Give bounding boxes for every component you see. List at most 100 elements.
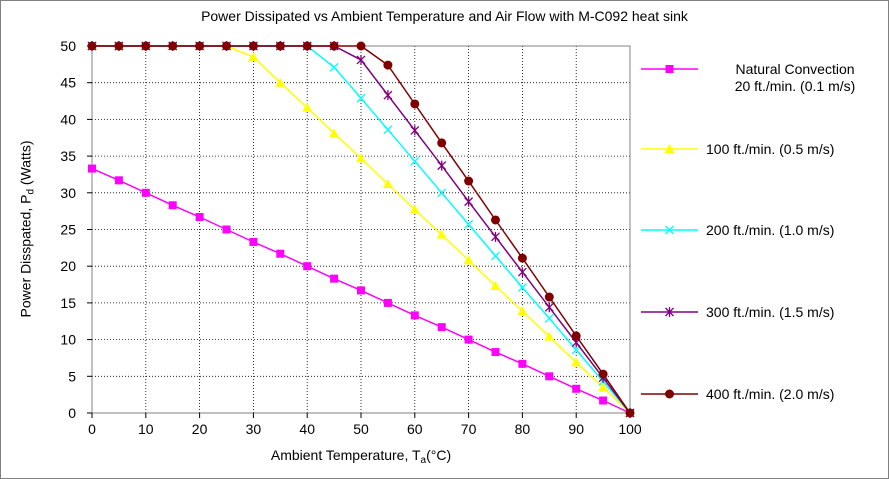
data-point — [329, 128, 340, 138]
data-point — [410, 99, 420, 109]
data-point — [356, 54, 366, 65]
legend-marker — [665, 225, 674, 235]
chart-title: Power Dissipated vs Ambient Temperature … — [201, 8, 688, 24]
data-point — [491, 348, 500, 357]
y-tick-label: 30 — [60, 185, 76, 201]
data-point — [383, 60, 393, 70]
x-tick-label: 40 — [299, 421, 315, 437]
data-point — [517, 253, 527, 263]
data-point — [544, 313, 554, 323]
legend-label: 200 ft./min. (1.0 m/s) — [706, 222, 834, 238]
data-point — [598, 369, 608, 379]
data-point — [356, 93, 366, 103]
legend-marker — [665, 389, 674, 399]
data-point — [464, 335, 473, 344]
legend-marker — [665, 65, 674, 73]
data-point — [545, 372, 554, 381]
data-point — [276, 249, 285, 258]
series-1 — [88, 164, 634, 417]
data-point — [222, 41, 231, 51]
data-point — [437, 323, 446, 332]
legend-label: Natural Convection — [735, 61, 854, 77]
plot-area: 0 10 20 30 40 50 60 70 80 90 100 0 5 10 15 20 25 30 35 40 45… — [60, 38, 641, 437]
data-point — [329, 62, 339, 72]
data-point — [491, 215, 500, 225]
data-point — [356, 153, 366, 163]
y-axis-label-main: Power Disspated, P — [17, 194, 34, 318]
data-point — [436, 229, 447, 239]
data-point — [517, 267, 527, 278]
x-tick-label: 20 — [192, 421, 208, 437]
data-point — [168, 41, 178, 51]
data-point — [625, 408, 635, 418]
x-axis-label-main: Ambient Temperature, T — [270, 447, 421, 463]
y-tick-label: 25 — [60, 222, 76, 238]
data-point — [195, 213, 204, 222]
legend-label: 100 ft./min. (0.5 m/s) — [706, 141, 834, 157]
data-point — [168, 201, 177, 210]
y-tick-label: 45 — [60, 75, 76, 91]
data-point — [410, 125, 420, 136]
data-point — [410, 311, 419, 320]
series-5 — [87, 41, 635, 418]
data-point — [437, 138, 447, 148]
x-tick-label: 80 — [515, 421, 531, 437]
legend-item: 300 ft./min. (1.5 m/s) — [641, 304, 834, 320]
data-point — [356, 41, 366, 51]
data-point — [437, 188, 447, 198]
legend-marker — [665, 307, 674, 317]
data-point — [330, 274, 339, 283]
y-tick-label: 50 — [60, 38, 76, 54]
data-point — [357, 286, 365, 295]
data-point — [490, 281, 501, 291]
y-tick-label: 40 — [60, 111, 76, 127]
data-point — [275, 41, 285, 51]
y-tick-label: 15 — [60, 295, 76, 311]
data-point — [248, 41, 258, 51]
data-point — [275, 77, 286, 87]
data-point — [517, 283, 527, 292]
legend-label: 20 ft./min. (0.1 m/s) — [735, 78, 856, 94]
data-point — [571, 331, 581, 341]
data-point — [382, 178, 393, 188]
y-tick-label: 35 — [60, 148, 76, 164]
x-tick-label: 100 — [618, 421, 642, 437]
data-point — [598, 382, 609, 392]
data-point — [303, 262, 312, 271]
data-point — [599, 396, 608, 405]
data-point — [329, 41, 339, 51]
data-point — [141, 188, 150, 197]
data-point — [544, 292, 554, 302]
data-point — [383, 298, 392, 307]
legend-item: 100 ft./min. (0.5 m/s) — [641, 141, 834, 157]
data-point — [222, 225, 231, 234]
x-tick-label: 30 — [246, 421, 262, 437]
x-axis-label: Ambient Temperature, Ta(°C) — [92, 447, 630, 466]
data-point — [544, 302, 554, 313]
data-point — [383, 90, 393, 101]
data-point — [544, 331, 555, 341]
y-tick-label: 5 — [68, 368, 76, 384]
y-tick-label: 10 — [60, 332, 76, 348]
legend-marker — [664, 144, 675, 153]
x-tick-label: 10 — [138, 421, 154, 437]
data-point — [195, 41, 205, 51]
legend-label: 400 ft./min. (2.0 m/s) — [706, 386, 834, 402]
data-point — [571, 357, 582, 367]
y-tick-label: 20 — [60, 258, 76, 274]
data-point — [572, 384, 581, 393]
y-axis-label: Power Disspated, Pd (Watts) — [18, 69, 37, 389]
data-point — [141, 41, 151, 51]
legend-item: 400 ft./min. (2.0 m/s) — [641, 386, 834, 402]
data-point — [249, 237, 258, 246]
data-point — [409, 204, 420, 214]
x-tick-label: 70 — [461, 421, 477, 437]
x-tick-label: 60 — [407, 421, 423, 437]
data-point — [491, 251, 500, 261]
data-point — [88, 164, 96, 173]
data-point — [114, 41, 124, 51]
data-point — [464, 196, 474, 207]
data-point — [114, 176, 123, 185]
